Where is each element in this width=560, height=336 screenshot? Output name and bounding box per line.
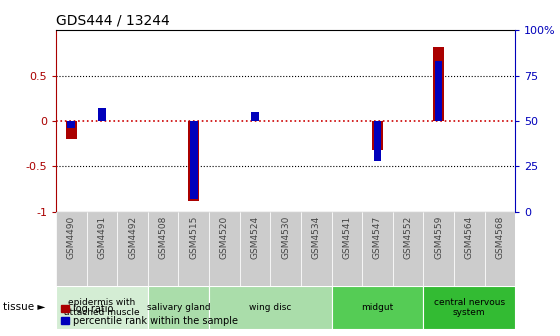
FancyBboxPatch shape (240, 212, 270, 286)
FancyBboxPatch shape (393, 212, 423, 286)
FancyBboxPatch shape (148, 286, 209, 329)
FancyBboxPatch shape (179, 212, 209, 286)
FancyBboxPatch shape (270, 212, 301, 286)
Bar (66, 121, 77, 139)
Bar (374, 121, 381, 161)
Text: GSM4530: GSM4530 (281, 215, 290, 259)
Text: GSM4541: GSM4541 (342, 215, 351, 259)
Text: GSM4508: GSM4508 (158, 215, 167, 259)
Text: GSM4568: GSM4568 (496, 215, 505, 259)
FancyBboxPatch shape (117, 212, 148, 286)
FancyBboxPatch shape (56, 212, 87, 286)
FancyBboxPatch shape (423, 212, 454, 286)
Legend: log ratio, percentile rank within the sample: log ratio, percentile rank within the sa… (61, 304, 237, 326)
Text: GSM4520: GSM4520 (220, 215, 229, 259)
FancyBboxPatch shape (209, 212, 240, 286)
Text: GSM4491: GSM4491 (97, 215, 106, 259)
Bar (98, 108, 106, 121)
FancyBboxPatch shape (209, 286, 332, 329)
FancyBboxPatch shape (423, 286, 515, 329)
Bar (433, 47, 444, 121)
FancyBboxPatch shape (148, 212, 179, 286)
Text: midgut: midgut (361, 303, 394, 312)
FancyBboxPatch shape (332, 212, 362, 286)
Text: tissue ►: tissue ► (3, 302, 45, 312)
Text: GSM4564: GSM4564 (465, 215, 474, 259)
FancyBboxPatch shape (301, 212, 332, 286)
Text: central nervous
system: central nervous system (433, 298, 505, 317)
Text: GSM4559: GSM4559 (434, 215, 443, 259)
Text: GSM4490: GSM4490 (67, 215, 76, 259)
Text: GSM4515: GSM4515 (189, 215, 198, 259)
Text: epidermis with
attached muscle: epidermis with attached muscle (64, 298, 140, 317)
FancyBboxPatch shape (484, 212, 515, 286)
Text: GSM4524: GSM4524 (250, 215, 259, 258)
Bar (251, 112, 259, 121)
Bar (435, 61, 442, 121)
Text: GDS444 / 13244: GDS444 / 13244 (56, 14, 170, 28)
Bar (372, 121, 383, 150)
Bar (190, 121, 198, 199)
FancyBboxPatch shape (56, 286, 148, 329)
Text: GSM4547: GSM4547 (373, 215, 382, 259)
Text: GSM4492: GSM4492 (128, 215, 137, 258)
FancyBboxPatch shape (362, 212, 393, 286)
FancyBboxPatch shape (332, 286, 423, 329)
Text: GSM4534: GSM4534 (312, 215, 321, 259)
Text: wing disc: wing disc (249, 303, 292, 312)
FancyBboxPatch shape (87, 212, 117, 286)
Text: GSM4552: GSM4552 (404, 215, 413, 259)
Bar (67, 121, 75, 128)
Bar (188, 121, 199, 201)
FancyBboxPatch shape (454, 212, 484, 286)
Text: salivary gland: salivary gland (147, 303, 210, 312)
